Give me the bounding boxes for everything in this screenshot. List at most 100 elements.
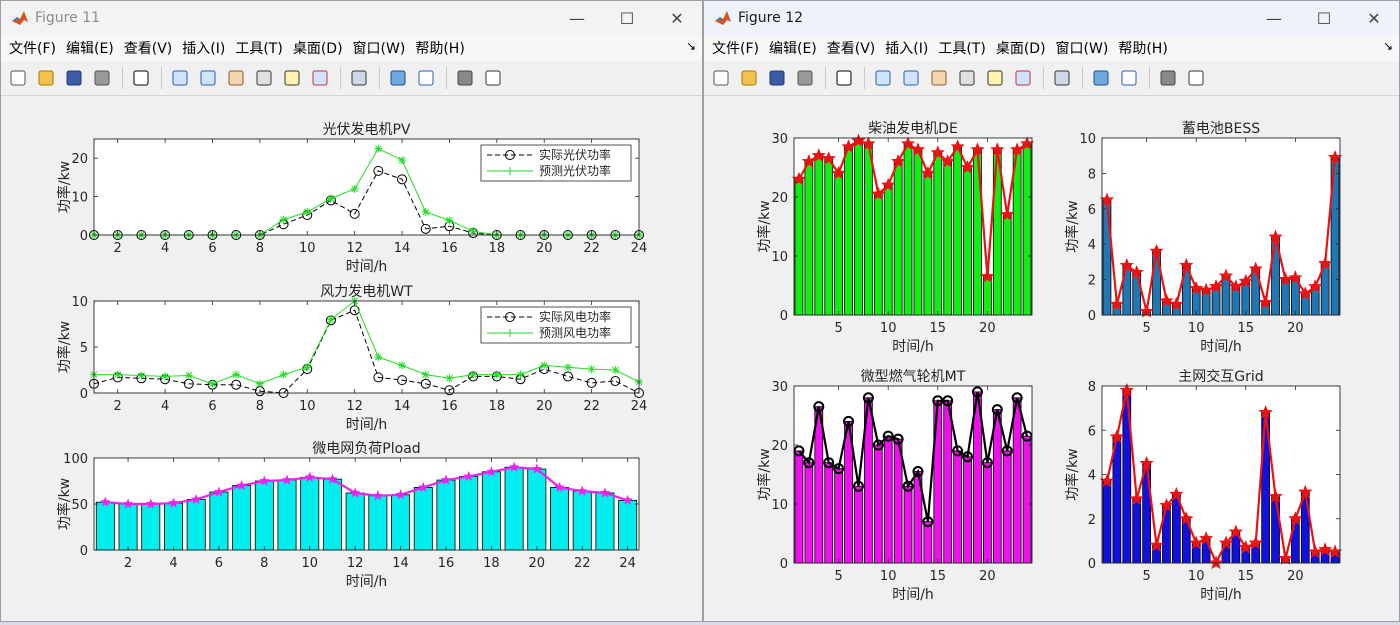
- menu-insert[interactable]: 插入(I): [885, 41, 929, 57]
- mt-ytick-label: 0: [780, 557, 788, 572]
- zoom-in-button[interactable]: [870, 65, 896, 91]
- pv-xtick-label: 24: [631, 241, 648, 256]
- pv-xtick-label: 8: [256, 241, 264, 256]
- zoom-in-icon: [172, 70, 188, 86]
- mt-marker: [833, 463, 845, 475]
- marker-stroke: [351, 185, 359, 193]
- menu-window[interactable]: 窗口(W): [1055, 41, 1109, 57]
- de-axes: 5 10 15 20 0 10 20 30 柴油发电机DE 时间/h 功率/kw: [756, 121, 1035, 355]
- zoom-in-button[interactable]: [167, 65, 193, 91]
- maximize-button[interactable]: ☐: [1299, 1, 1349, 35]
- wt-marker-0: [373, 372, 384, 383]
- data-cursor-button[interactable]: [982, 65, 1008, 91]
- marker-stroke: [327, 316, 335, 323]
- brush-icon: [1015, 70, 1031, 86]
- menu-tools[interactable]: 工具(T): [938, 41, 986, 57]
- menu-view[interactable]: 查看(V): [826, 41, 876, 57]
- menu-desktop[interactable]: 桌面(D): [995, 41, 1046, 57]
- pload-marker: [349, 487, 361, 498]
- close-icon: ✕: [1367, 8, 1381, 28]
- brush-button[interactable]: [307, 65, 333, 91]
- show-plot-tools-button[interactable]: [480, 65, 506, 91]
- pan-button[interactable]: [223, 65, 249, 91]
- marker-stroke: [517, 371, 524, 378]
- zoom-out-button[interactable]: [898, 65, 924, 91]
- open-file-button[interactable]: [33, 65, 59, 91]
- mt-ylabel: 功率/kw: [756, 448, 773, 500]
- print-button[interactable]: [792, 65, 818, 91]
- pload-marker: [417, 481, 429, 493]
- menu-edit[interactable]: 编辑(E): [768, 41, 817, 57]
- dock-figure-icon[interactable]: ↘: [1382, 39, 1393, 53]
- zoom-out-button[interactable]: [195, 65, 221, 91]
- mt-marker: [823, 457, 835, 469]
- de-bar: [1022, 143, 1032, 316]
- toolbar-separator: [379, 67, 380, 89]
- rotate-3d-button[interactable]: [954, 65, 980, 91]
- mt-plot-area: [794, 386, 1032, 563]
- save-button[interactable]: [61, 65, 87, 91]
- minimize-button[interactable]: —: [552, 1, 602, 35]
- pload-bar: [300, 476, 320, 551]
- bess-marker: [1248, 261, 1264, 276]
- menu-window[interactable]: 窗口(W): [352, 41, 406, 57]
- de-bar: [873, 193, 883, 316]
- mt-bar: [804, 462, 814, 564]
- rotate-3d-button[interactable]: [251, 65, 277, 91]
- menu-view[interactable]: 查看(V): [123, 41, 173, 57]
- colorbar-button[interactable]: [1088, 65, 1114, 91]
- pload-xtick-label: 18: [483, 556, 500, 571]
- pointer-button[interactable]: [831, 65, 857, 91]
- menu-help[interactable]: 帮助(H): [415, 41, 465, 57]
- new-figure-button[interactable]: [708, 65, 734, 91]
- legend-button[interactable]: [1116, 65, 1142, 91]
- mt-marker: [971, 386, 983, 398]
- colorbar-button[interactable]: [385, 65, 411, 91]
- mt-marker: [962, 451, 974, 463]
- pan-button[interactable]: [926, 65, 952, 91]
- menu-insert[interactable]: 插入(I): [182, 41, 226, 57]
- minimize-button[interactable]: —: [1249, 1, 1299, 35]
- menu-tools[interactable]: 工具(T): [235, 41, 283, 57]
- new-figure-button[interactable]: [5, 65, 31, 91]
- zoom-in-icon: [875, 70, 891, 86]
- pload-marker: [213, 486, 225, 497]
- link-plot-button[interactable]: [1049, 65, 1075, 91]
- show-plot-tools-button[interactable]: [1183, 65, 1209, 91]
- menu-file[interactable]: 文件(F): [712, 41, 759, 57]
- hide-plot-tools-button[interactable]: [1155, 65, 1181, 91]
- menu-edit[interactable]: 编辑(E): [65, 41, 114, 57]
- open-file-button[interactable]: [736, 65, 762, 91]
- zoom-out-icon: [200, 70, 216, 86]
- de-bar: [963, 167, 972, 316]
- bess-marker: [1297, 286, 1313, 300]
- close-button[interactable]: ✕: [652, 1, 702, 35]
- save-button[interactable]: [764, 65, 790, 91]
- wt-marker-1: [516, 370, 525, 379]
- menu-help[interactable]: 帮助(H): [1118, 41, 1168, 57]
- dock-figure-icon[interactable]: ↘: [685, 39, 696, 53]
- de-xtick-label: 20: [979, 321, 996, 336]
- close-button[interactable]: ✕: [1349, 1, 1399, 35]
- legend-button[interactable]: [413, 65, 439, 91]
- print-button[interactable]: [89, 65, 115, 91]
- pload-bar: [618, 499, 638, 551]
- brush-button[interactable]: [1010, 65, 1036, 91]
- link-plot-button[interactable]: [346, 65, 372, 91]
- mt-marker: [892, 433, 904, 445]
- menu-desktop[interactable]: 桌面(D): [292, 41, 343, 57]
- de-ytick-label: 10: [771, 250, 788, 265]
- wt-marker-0: [562, 371, 573, 382]
- mt-bar: [903, 485, 913, 564]
- grid-marker: [1268, 488, 1283, 503]
- maximize-button[interactable]: ☐: [602, 1, 652, 35]
- pload-bar: [232, 485, 252, 551]
- menu-file[interactable]: 文件(F): [9, 41, 56, 57]
- bess-marker: [1218, 268, 1234, 283]
- pointer-button[interactable]: [128, 65, 154, 91]
- bess-ytick-label: 4: [1088, 238, 1096, 253]
- data-cursor-button[interactable]: [279, 65, 305, 91]
- marker-stroke: [209, 380, 216, 388]
- hide-plot-tools-button[interactable]: [452, 65, 478, 91]
